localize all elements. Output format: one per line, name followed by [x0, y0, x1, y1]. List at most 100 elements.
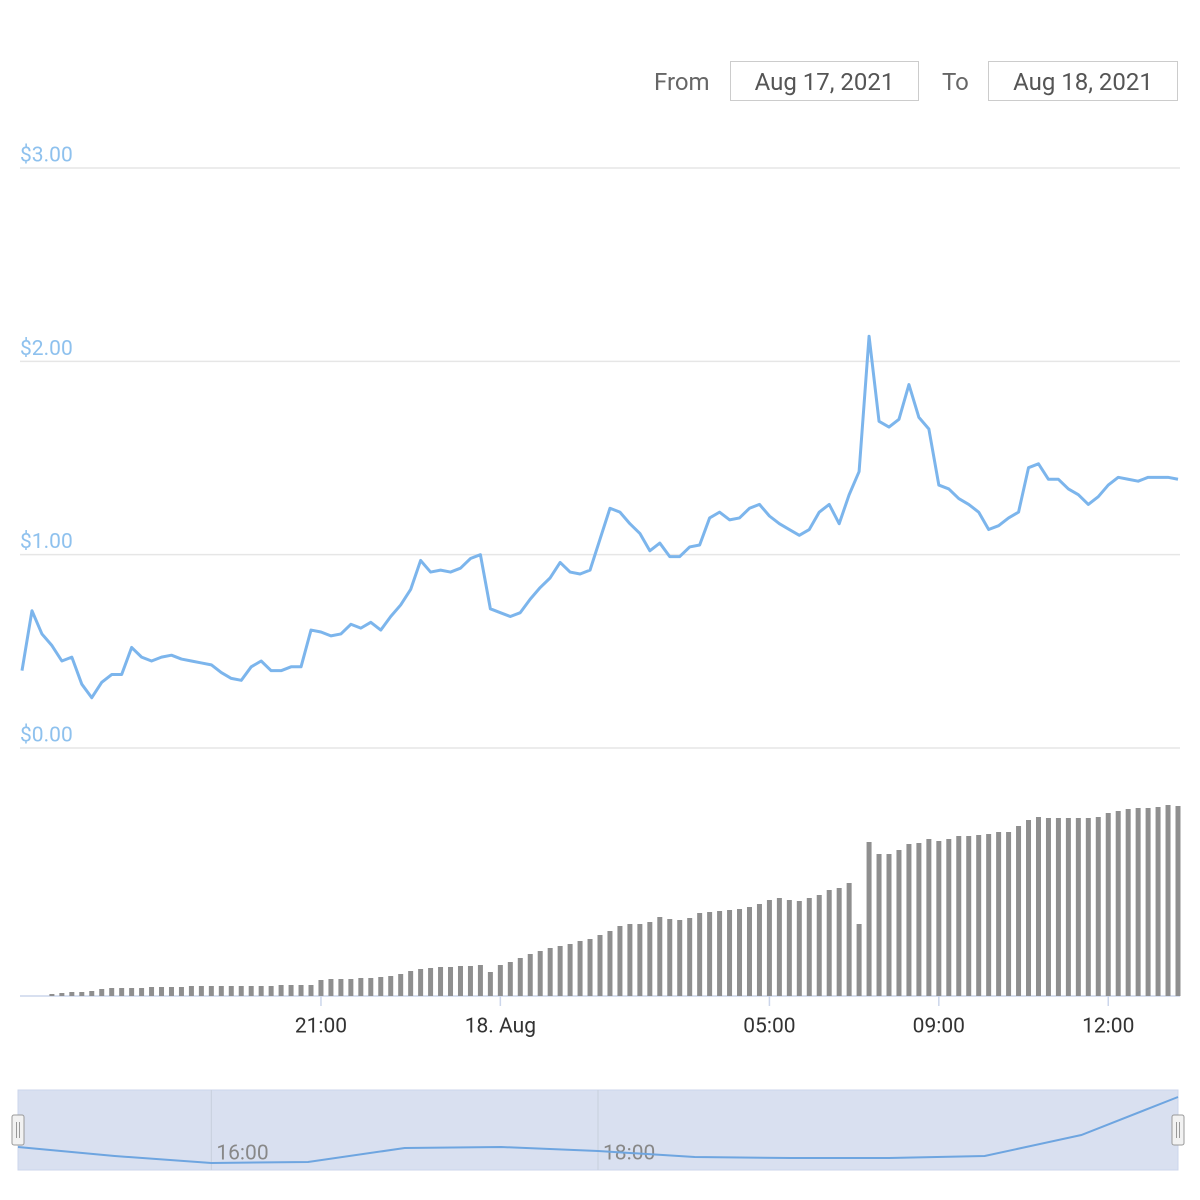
volume-bar: [408, 971, 414, 996]
volume-bar: [1006, 832, 1012, 996]
volume-bar: [428, 968, 434, 996]
volume-bar: [577, 941, 583, 996]
volume-bar: [1026, 820, 1032, 996]
volume-bar: [1175, 806, 1181, 996]
volume-bar: [916, 843, 922, 996]
volume-bar: [338, 979, 344, 996]
volume-bar: [228, 986, 234, 996]
volume-bar: [547, 948, 553, 996]
volume-bar: [677, 920, 683, 996]
volume-bar: [178, 987, 184, 996]
volume-bar: [99, 989, 105, 996]
volume-bar: [89, 991, 95, 996]
volume-bar: [587, 939, 593, 996]
volume-bar: [218, 986, 224, 996]
volume-bar: [298, 985, 304, 996]
volume-bar: [936, 841, 942, 996]
from-input[interactable]: Aug 17, 2021: [730, 61, 919, 101]
volume-bar: [886, 854, 892, 996]
volume-bar: [79, 992, 85, 996]
navigator-line: [17, 1096, 1179, 1165]
volume-bar: [69, 992, 75, 996]
volume-bar: [766, 900, 772, 996]
volume-bar: [876, 854, 882, 996]
volume-bar: [597, 935, 603, 996]
volume-bar: [1055, 818, 1061, 996]
price-line: [20, 334, 1179, 700]
volume-bar: [1155, 807, 1161, 996]
volume-bar: [707, 912, 713, 996]
volume-bar: [238, 986, 244, 996]
volume-bar: [1125, 809, 1131, 996]
volume-bar: [139, 988, 145, 996]
volume-bar: [906, 844, 912, 996]
volume-bar: [49, 994, 55, 996]
volume-bar: [966, 836, 972, 996]
volume-bar: [497, 965, 503, 996]
volume-bar: [378, 977, 384, 996]
volume-bar: [926, 839, 932, 996]
volume-bar: [487, 972, 493, 996]
volume-bar: [398, 974, 404, 996]
volume-bar: [647, 922, 653, 996]
x-tick-label: 12:00: [1082, 1015, 1134, 1039]
volume-bar: [188, 986, 194, 996]
volume-bar: [268, 986, 274, 996]
volume-bar: [198, 986, 204, 996]
volume-bar: [258, 986, 264, 996]
volume-bar: [477, 965, 483, 996]
navigator-handle[interactable]: [11, 1114, 25, 1146]
volume-bar: [448, 967, 454, 996]
volume-bar: [796, 901, 802, 996]
volume-bar: [816, 895, 822, 996]
volume-bar: [248, 986, 254, 996]
volume-bar: [59, 993, 65, 996]
y-tick-label: $2.00: [20, 337, 73, 361]
y-tick-label: $0.00: [20, 724, 73, 748]
volume-bar: [627, 924, 633, 996]
volume-bar: [159, 987, 165, 996]
volume-bar: [129, 988, 135, 996]
volume-bar: [308, 985, 314, 996]
volume-bar: [687, 918, 693, 996]
volume-bar: [1165, 805, 1171, 996]
volume-bar: [996, 832, 1002, 996]
volume-bar: [388, 976, 394, 996]
volume-bar: [896, 850, 902, 996]
volume-bar: [119, 988, 125, 996]
navigator-handle[interactable]: [1171, 1114, 1185, 1146]
volume-bar: [507, 962, 513, 996]
volume-bar: [438, 967, 444, 996]
x-tick-label: 09:00: [913, 1015, 965, 1039]
volume-bar: [826, 890, 832, 996]
volume-bar: [657, 917, 663, 996]
to-input[interactable]: Aug 18, 2021: [988, 61, 1178, 101]
volume-bar: [1045, 818, 1051, 996]
volume-bar: [328, 979, 334, 996]
volume-bar: [288, 985, 294, 996]
volume-bar: [986, 834, 992, 996]
volume-bar: [109, 988, 115, 996]
volume-bar: [1135, 808, 1141, 996]
to-label: To: [942, 68, 969, 96]
volume-bar: [786, 900, 792, 996]
volume-bar: [637, 924, 643, 996]
volume-bar: [956, 836, 962, 996]
volume-bar: [368, 978, 374, 996]
volume-bar: [756, 904, 762, 996]
volume-bar: [727, 910, 733, 996]
volume-bar: [1145, 808, 1151, 996]
volume-bar: [746, 907, 752, 996]
volume-bar: [836, 888, 842, 996]
volume-bar: [418, 969, 424, 996]
from-label: From: [654, 68, 710, 96]
volume-bar: [318, 980, 324, 996]
volume-bar: [697, 913, 703, 996]
volume-bar: [737, 909, 743, 996]
volume-bar: [976, 835, 982, 996]
volume-bar: [567, 944, 573, 996]
volume-bar: [856, 924, 862, 996]
x-tick-label: 05:00: [743, 1015, 795, 1039]
volume-bar: [1095, 817, 1101, 996]
